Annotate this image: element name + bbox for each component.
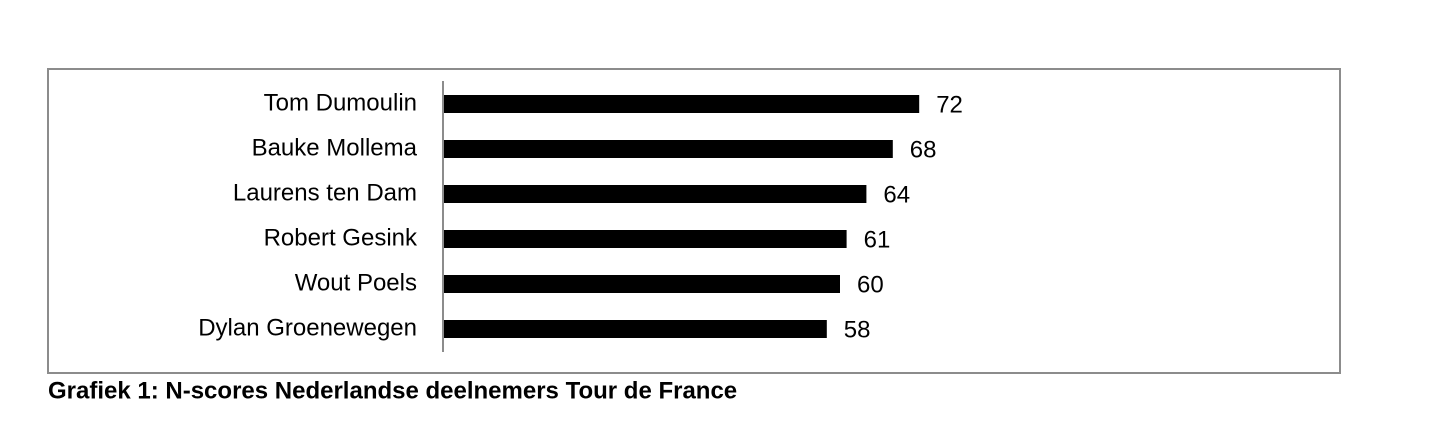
category-label: Dylan Groenewegen — [198, 314, 417, 341]
category-label: Robert Gesink — [264, 224, 418, 251]
category-label: Wout Poels — [295, 269, 417, 296]
bar — [444, 320, 827, 338]
value-label: 61 — [864, 226, 891, 253]
value-label: 64 — [883, 181, 910, 208]
bar — [444, 140, 893, 158]
category-label: Laurens ten Dam — [233, 179, 417, 206]
bar — [444, 95, 920, 113]
value-label: 68 — [910, 136, 937, 163]
chart-caption: Grafiek 1: N-scores Nederlandse deelneme… — [48, 377, 737, 404]
bar — [444, 275, 840, 293]
bar — [444, 185, 867, 203]
value-label: 72 — [936, 91, 963, 118]
bar — [444, 230, 847, 248]
value-label: 60 — [857, 271, 884, 298]
category-label: Bauke Mollema — [252, 134, 418, 161]
value-label: 58 — [844, 316, 871, 343]
category-label: Tom Dumoulin — [264, 89, 417, 116]
